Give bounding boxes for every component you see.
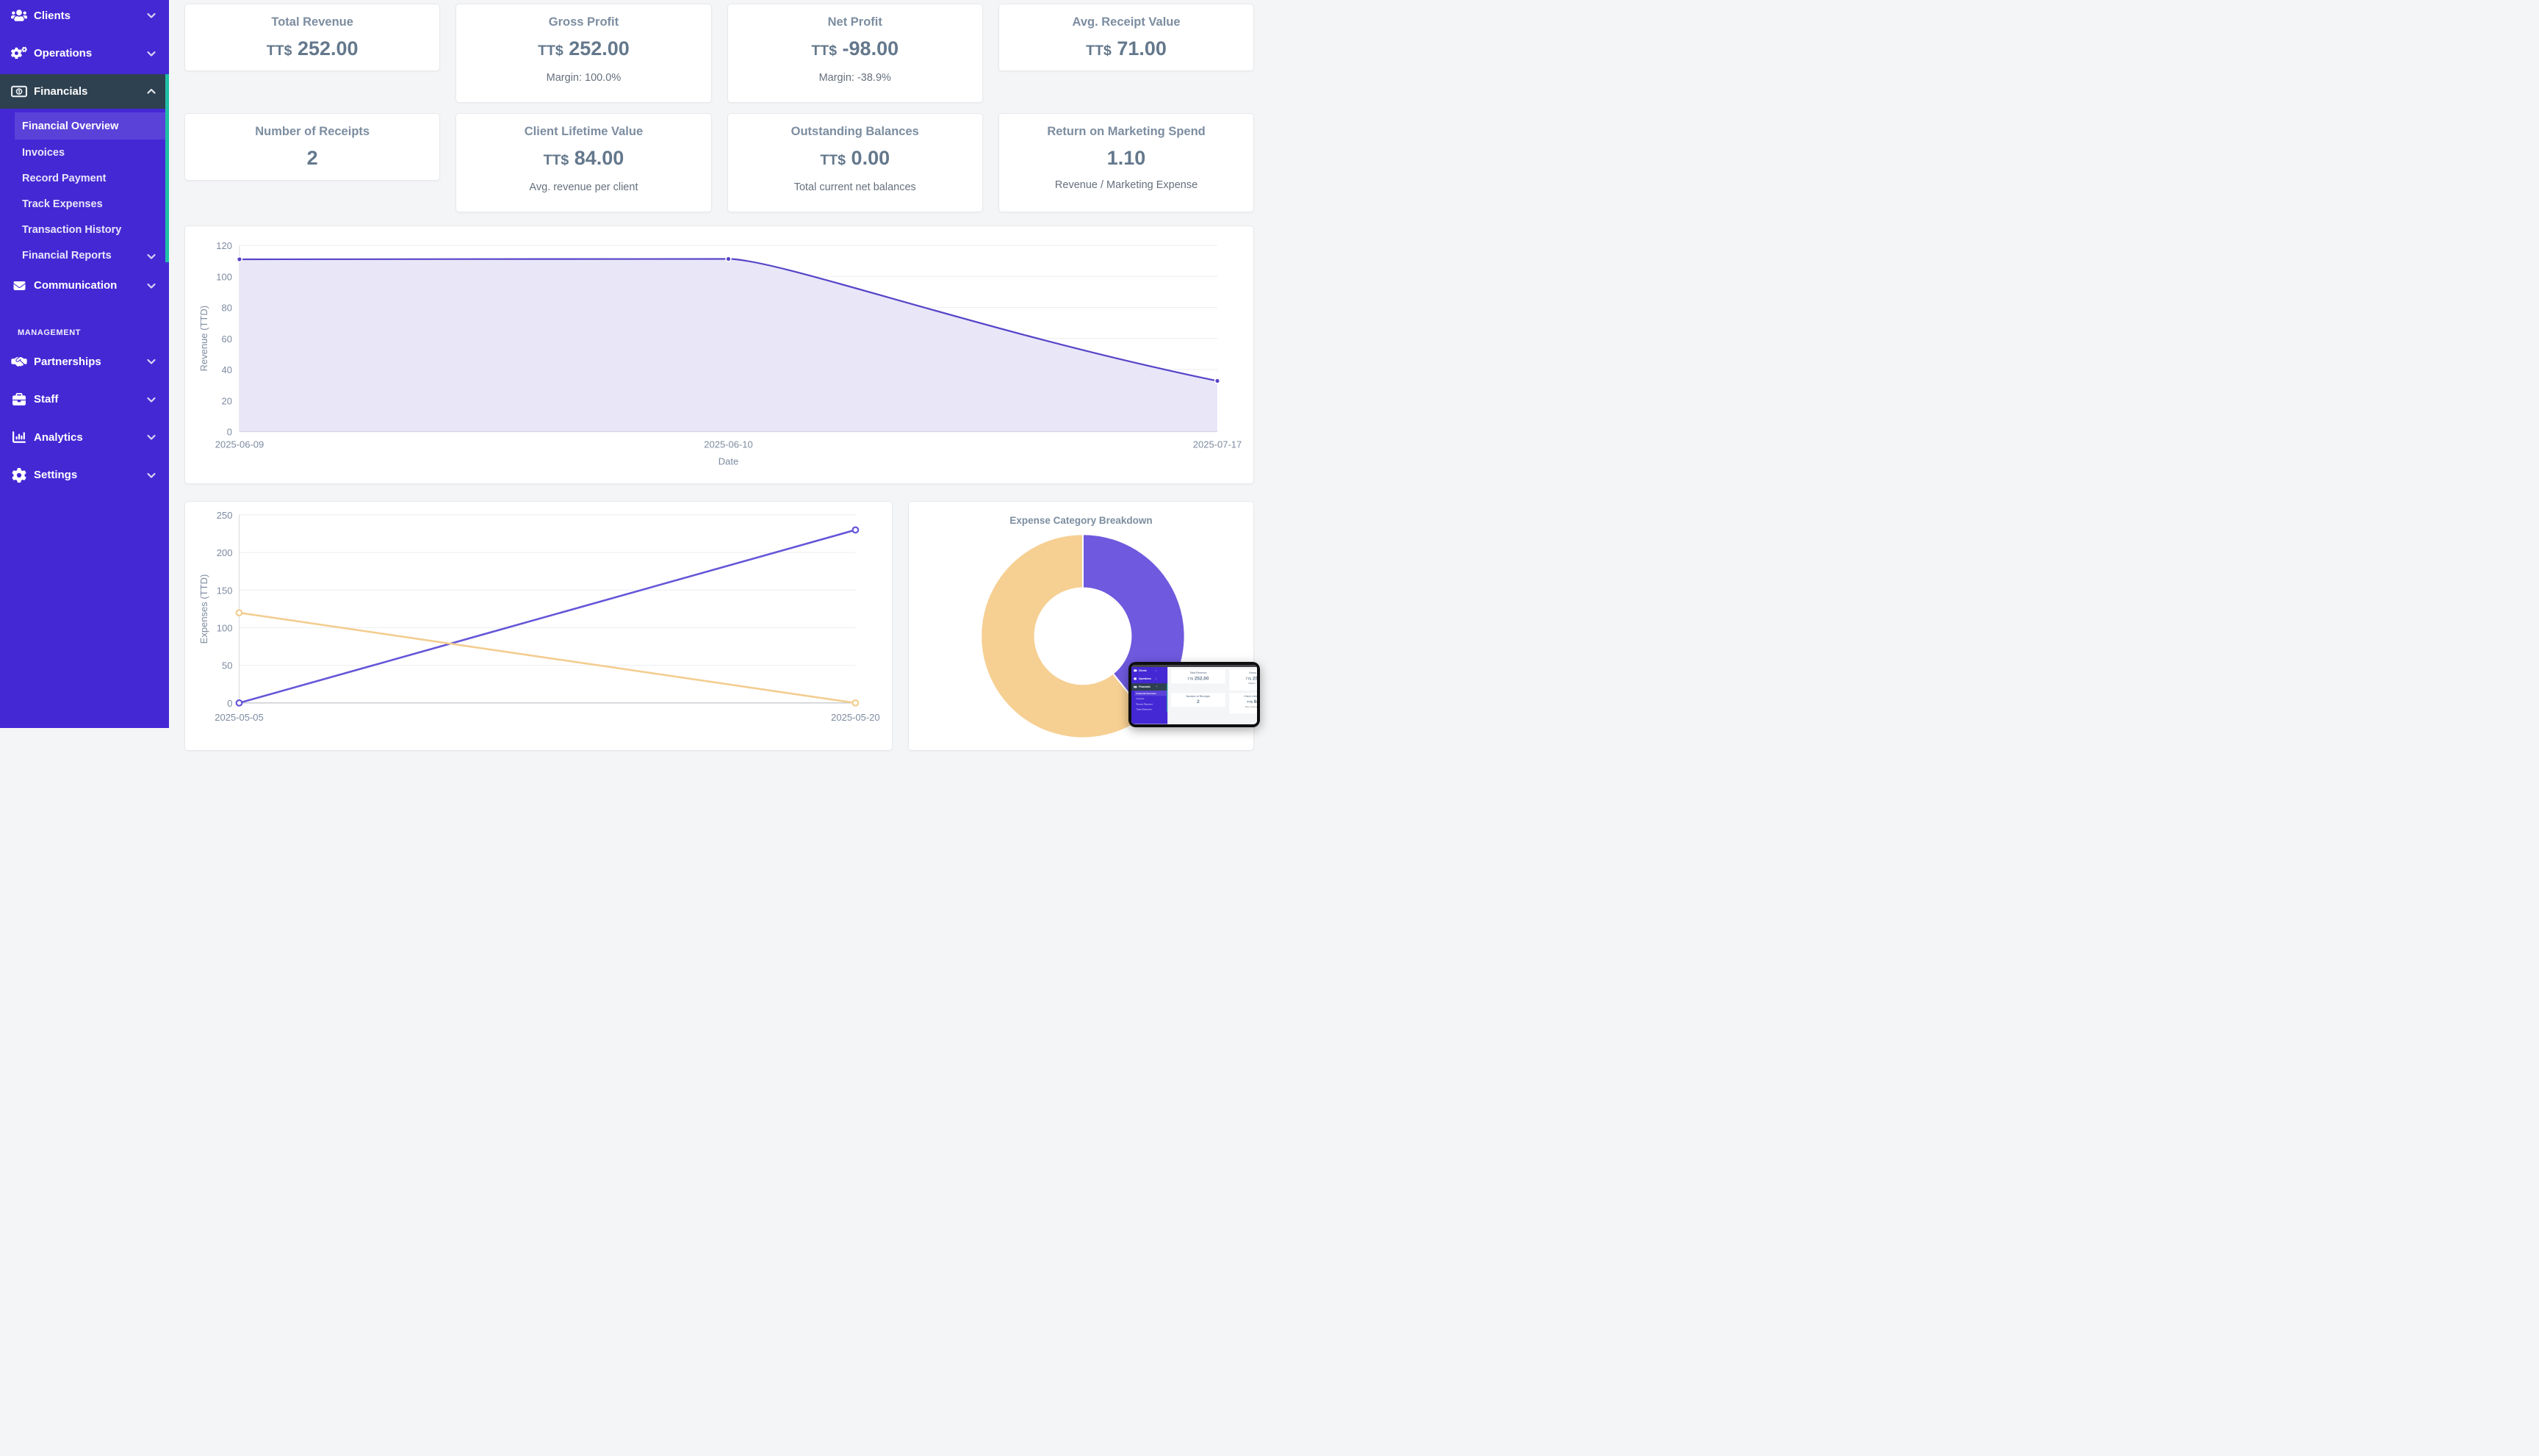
svg-text:20: 20	[222, 395, 232, 406]
svg-text:200: 200	[217, 547, 233, 558]
svg-text:50: 50	[222, 660, 232, 671]
svg-text:2025-06-10: 2025-06-10	[704, 439, 753, 450]
svg-text:0: 0	[227, 697, 232, 708]
svg-text:80: 80	[222, 302, 232, 313]
svg-text:2025-07-17: 2025-07-17	[1193, 439, 1242, 450]
svg-text:100: 100	[217, 622, 233, 633]
svg-text:250: 250	[217, 509, 233, 520]
svg-text:Expenses (TTD): Expenses (TTD)	[198, 574, 209, 644]
svg-text:60: 60	[222, 333, 232, 344]
svg-text:Revenue (TTD): Revenue (TTD)	[198, 305, 209, 371]
svg-text:2025-06-09: 2025-06-09	[215, 439, 264, 450]
svg-text:2025-05-20: 2025-05-20	[831, 712, 880, 723]
svg-text:150: 150	[217, 585, 233, 596]
svg-text:100: 100	[216, 271, 232, 282]
svg-text:Date: Date	[719, 455, 738, 466]
svg-text:120: 120	[216, 240, 232, 251]
svg-text:0: 0	[227, 426, 232, 437]
svg-text:40: 40	[222, 364, 232, 375]
svg-text:2025-05-05: 2025-05-05	[215, 712, 264, 723]
